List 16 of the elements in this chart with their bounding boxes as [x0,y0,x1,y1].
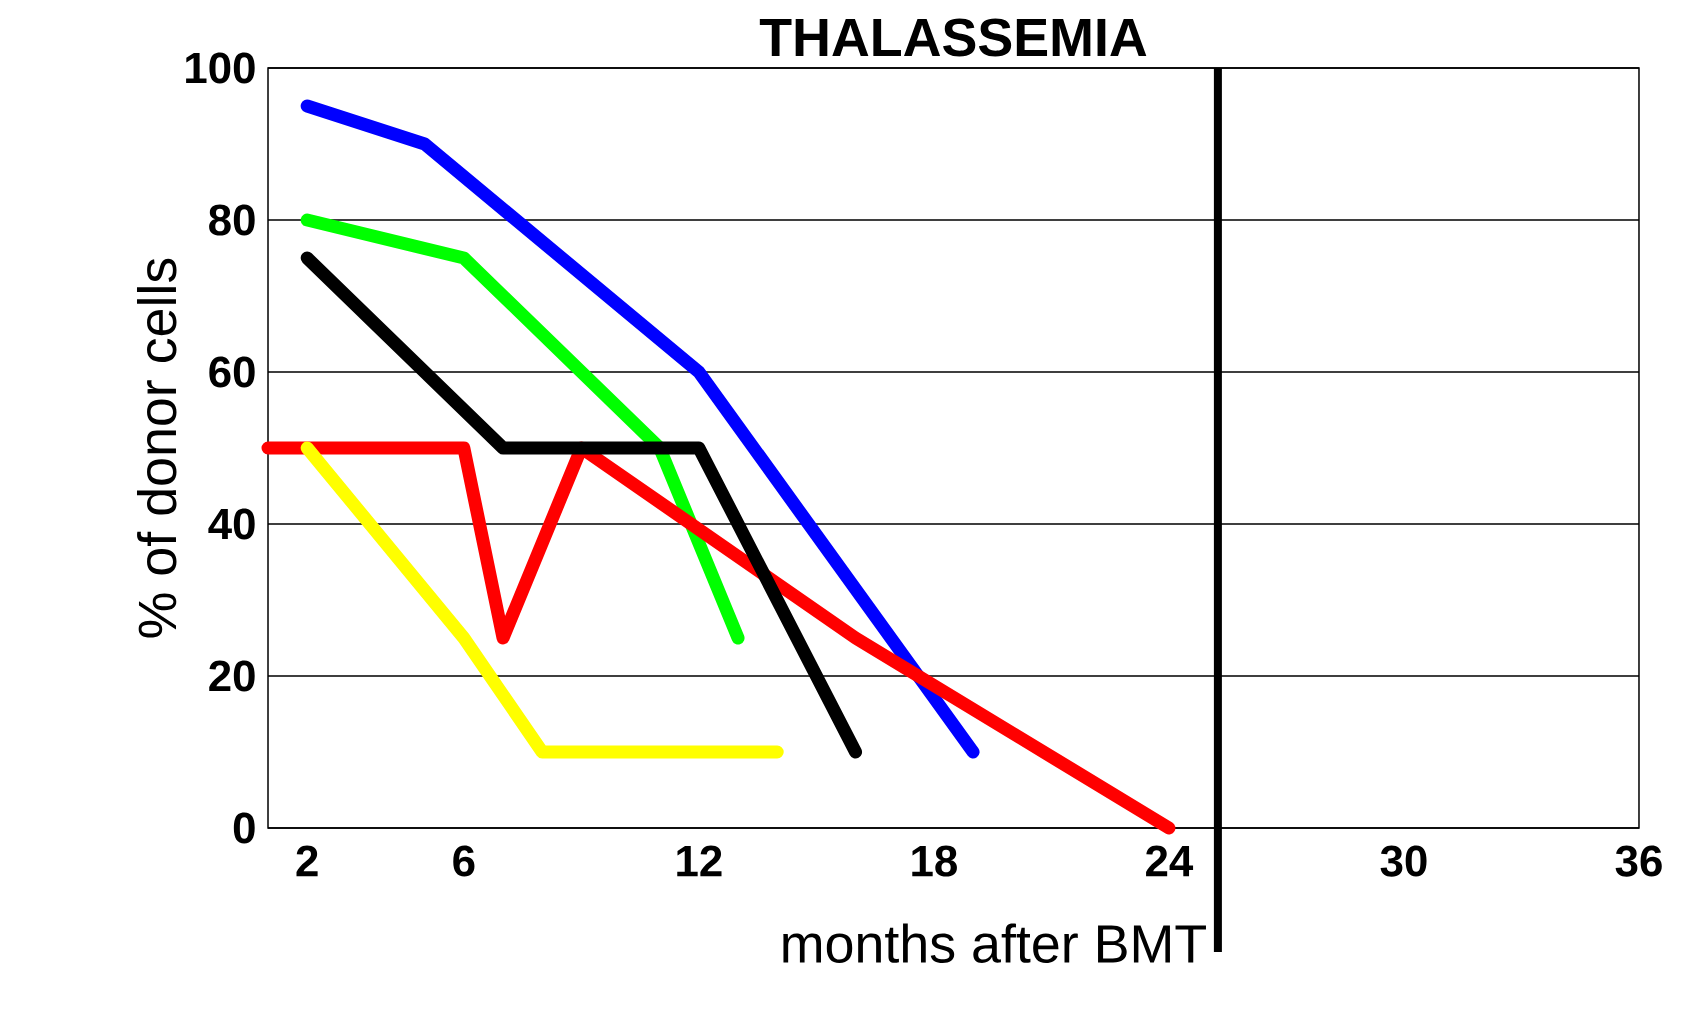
x-tick-label: 12 [677,845,722,877]
chart-title: THALASSEMIA [759,18,1147,57]
y-tick-label: 80 [209,204,255,236]
y-tick-label: 0 [233,812,255,844]
x-tick-label: 6 [453,845,475,877]
y-tick-label: 100 [186,52,255,84]
y-axis-title: % of donor cells [136,258,177,638]
x-tick-label: 2 [296,845,318,877]
x-tick-label: 30 [1380,845,1427,877]
y-tick-label: 60 [209,356,255,388]
y-tick-label: 20 [209,660,255,692]
x-axis-title: months after BMT [783,923,1206,963]
x-tick-label: 24 [1146,845,1194,877]
x-tick-label: 18 [912,845,957,877]
x-tick-label: 36 [1615,845,1662,877]
y-tick-label: 40 [208,508,255,540]
